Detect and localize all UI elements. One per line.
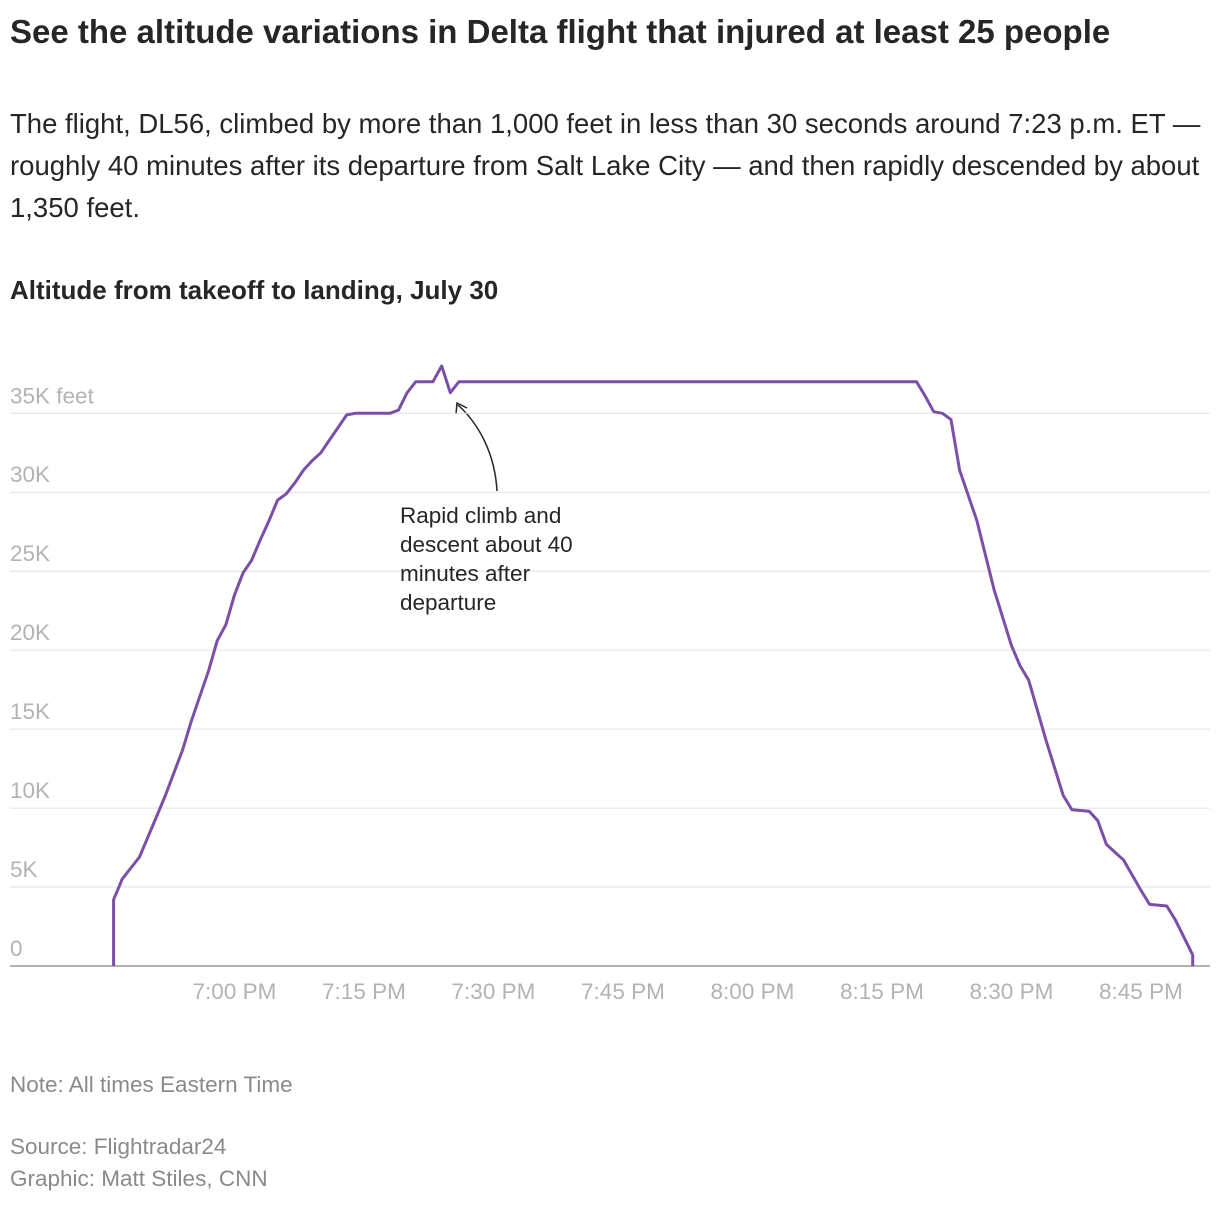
- chart-title: Altitude from takeoff to landing, July 3…: [10, 275, 499, 305]
- arrow-head: [455, 401, 468, 415]
- y-tick-label: 25K: [10, 541, 50, 566]
- x-tick-label: 8:15 PM: [840, 979, 924, 1004]
- title: See the altitude variations in Delta fli…: [10, 13, 1111, 50]
- x-tick-label: 8:00 PM: [711, 979, 795, 1004]
- annotation-arrow: [457, 404, 498, 492]
- x-tick-label: 7:45 PM: [581, 979, 665, 1004]
- x-tick-label: 7:00 PM: [193, 979, 277, 1004]
- x-tick-label: 7:15 PM: [322, 979, 406, 1004]
- y-tick-label: 10K: [10, 778, 50, 803]
- source: Source: Flightradar24: [10, 1134, 227, 1159]
- note: Note: All times Eastern Time: [10, 1072, 293, 1097]
- x-tick-label: 7:30 PM: [452, 979, 536, 1004]
- y-tick-label: 30K: [10, 462, 50, 487]
- y-tick-label: 15K: [10, 699, 50, 724]
- y-tick-label: 20K: [10, 620, 50, 645]
- altitude-line: [112, 364, 1195, 966]
- annotation: Rapid climb and descent about 40 minutes…: [400, 503, 573, 615]
- y-tick-label: 35K feet: [10, 383, 95, 408]
- y-tick-label: 5K: [10, 857, 38, 882]
- x-tick-label: 8:30 PM: [970, 979, 1054, 1004]
- subtitle: The flight, DL56, climbed by more than 1…: [10, 108, 1201, 223]
- credit: Graphic: Matt Stiles, CNN: [10, 1166, 268, 1191]
- y-tick-label: 0: [10, 936, 23, 961]
- x-tick-label: 8:45 PM: [1099, 979, 1183, 1004]
